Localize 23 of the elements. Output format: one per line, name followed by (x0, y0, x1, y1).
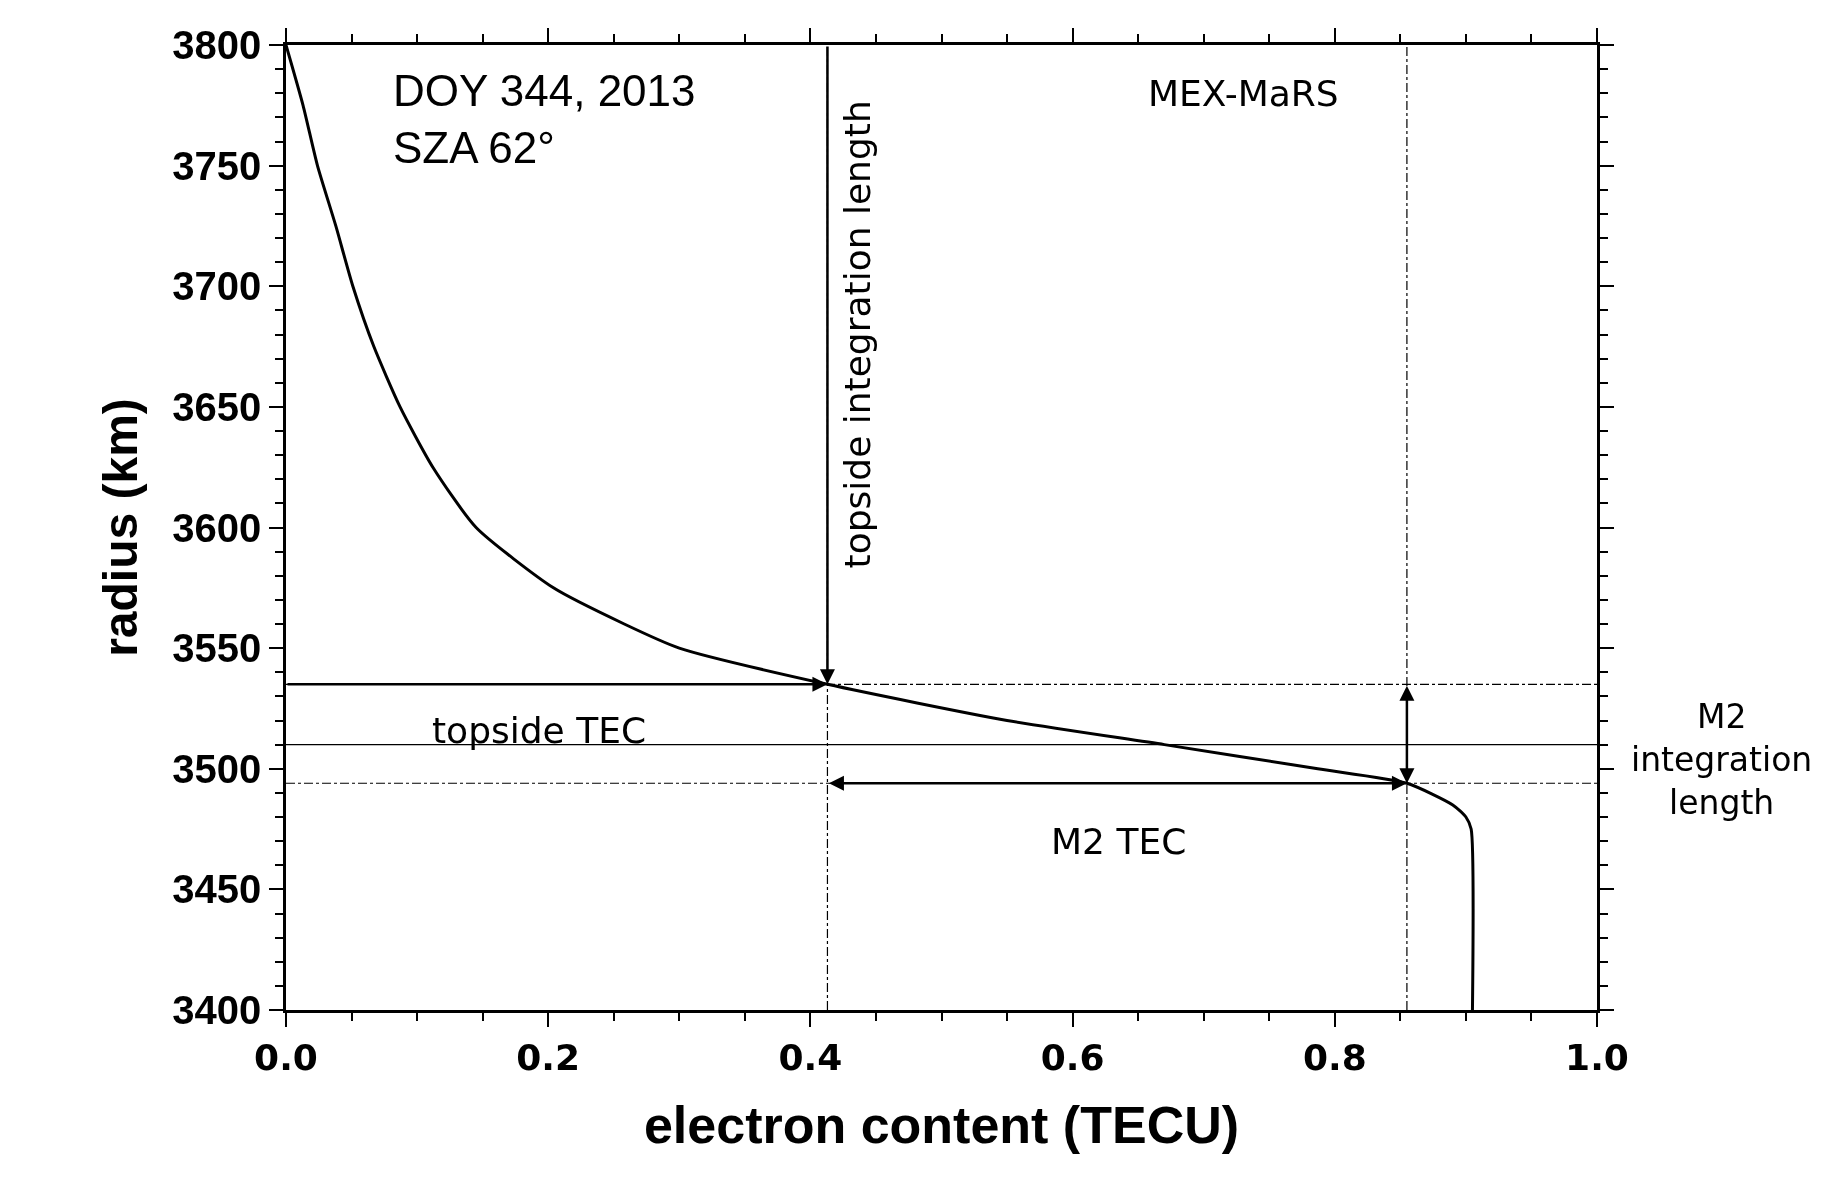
y-tick-label: 3650 (172, 384, 262, 429)
annotation: topside TEC (432, 710, 647, 751)
y-tick-label: 3500 (172, 746, 262, 791)
x-tick-label: 0.8 (1302, 1036, 1367, 1078)
x-tick-label: 0.6 (1040, 1036, 1105, 1078)
x-tick-label: 0.2 (516, 1036, 581, 1078)
annotation: MEX-MaRS (1148, 73, 1339, 114)
annotation: DOY 344, 2013 SZA 62° (393, 66, 696, 173)
y-axis-title: radius (km) (93, 398, 147, 657)
y-tick-label: 3550 (172, 626, 262, 671)
y-tick-label: 3750 (172, 143, 262, 188)
y-tick-label: 3600 (172, 505, 262, 550)
x-tick-label: 0.0 (254, 1036, 318, 1078)
x-axis-title: electron content (TECU) (643, 1095, 1240, 1154)
y-tick-label: 3800 (172, 23, 262, 67)
annotation: M2 TEC (1051, 821, 1187, 862)
x-tick-label: 0.4 (778, 1036, 843, 1078)
y-tick-label: 3700 (172, 264, 262, 309)
x-tick-label: 1.0 (1565, 1036, 1629, 1078)
text: M2 integration length (1631, 697, 1813, 822)
annotation: topside integration length (837, 100, 879, 569)
y-tick-label: 3450 (172, 867, 262, 912)
y-tick-label: 3400 (172, 988, 262, 1032)
